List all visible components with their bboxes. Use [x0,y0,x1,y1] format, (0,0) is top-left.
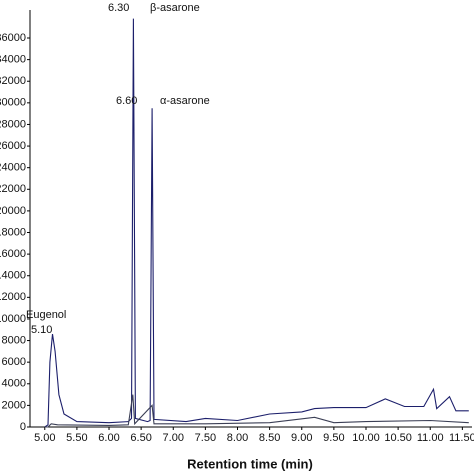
y-tick-label: 36000 [0,32,26,44]
x-tick-label: 5.00 [34,432,55,444]
annotation: 5.10 [31,324,52,336]
x-tick-label: 10.00 [352,432,380,444]
y-tick-label: 16000 [0,248,26,260]
x-tick-label: 10.50 [384,432,412,444]
y-tick-label: 6000 [2,356,26,368]
annotation: β-asarone [150,2,200,14]
trace [44,18,469,428]
y-tick-label: 26000 [0,140,26,152]
x-tick-label: 6.00 [98,432,119,444]
y-tick-label: 24000 [0,162,26,174]
y-tick-label: 20000 [0,205,26,217]
y-tick-label: 34000 [0,54,26,66]
y-tick-label: 32000 [0,75,26,87]
x-tick-label: 9.50 [323,432,344,444]
annotation: Eugenol [26,309,66,321]
x-axis-label: Retention time (min) [187,456,313,471]
y-tick-label: 28000 [0,118,26,130]
x-tick-label: 11.50 [449,432,474,444]
y-tick-label: 8000 [2,334,26,346]
trace [44,394,469,428]
x-tick-label: 7.50 [195,432,216,444]
annotation: 6.60 [116,95,137,107]
annotation: 6.30 [108,2,129,14]
x-tick-label: 7.00 [163,432,184,444]
x-tick-label: 11.00 [417,432,444,444]
y-tick-label: 2000 [2,399,26,411]
y-tick-label: 12000 [0,291,26,303]
y-tick-label: 10000 [0,313,26,325]
y-tick-label: 22000 [0,183,26,195]
x-tick-label: 6.50 [130,432,151,444]
y-tick-label: 14000 [0,270,26,282]
annotation: α-asarone [160,95,210,107]
x-tick-label: 8.50 [259,432,280,444]
x-tick-label: 9.00 [291,432,312,444]
x-tick-label: 8.00 [227,432,248,444]
x-tick-label: 5.50 [66,432,87,444]
y-tick-label: 4000 [2,378,26,390]
y-tick-label: 30000 [0,97,26,109]
y-tick-label: 0 [20,421,26,433]
y-tick-label: 18000 [0,226,26,238]
